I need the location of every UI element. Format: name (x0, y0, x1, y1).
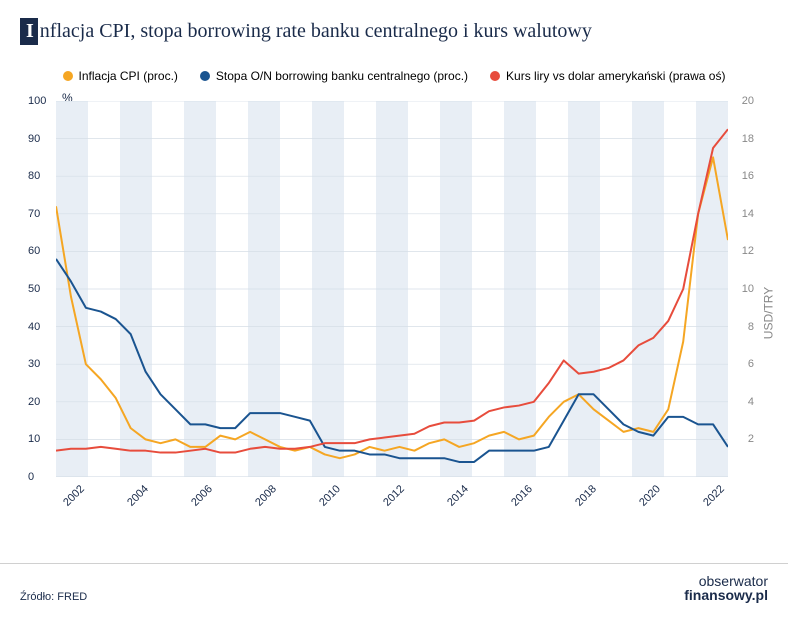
y-right-tick: 10 (742, 283, 754, 295)
y-right-tick: 14 (742, 208, 754, 220)
y-right-tick: 2 (748, 433, 754, 445)
legend-label: Kurs liry vs dolar amerykański (prawa oś… (506, 69, 725, 83)
y-left-tick: 90 (28, 133, 40, 145)
y-right-tick: 8 (748, 321, 754, 333)
y-right-tick: 16 (742, 170, 754, 182)
legend-label: Inflacja CPI (proc.) (79, 69, 178, 83)
legend-item-fx: Kurs liry vs dolar amerykański (prawa oś… (490, 69, 725, 83)
chart-container: I nflacja CPI, stopa borrowing rate bank… (0, 0, 788, 617)
brand: obserwator finansowy.pl (684, 574, 768, 603)
legend: Inflacja CPI (proc.) Stopa O/N borrowing… (0, 55, 788, 91)
y-left-tick: 80 (28, 170, 40, 182)
x-tick: 2002 (61, 483, 87, 509)
x-tick: 2014 (445, 483, 471, 509)
x-tick: 2008 (253, 483, 279, 509)
y-right-tick: 20 (742, 95, 754, 107)
legend-item-rate: Stopa O/N borrowing banku centralnego (p… (200, 69, 468, 83)
legend-dot (200, 71, 210, 81)
legend-dot (63, 71, 73, 81)
y-left-tick: 30 (28, 358, 40, 370)
y-left-tick: 40 (28, 321, 40, 333)
footer: Źródło: FRED obserwator finansowy.pl (0, 563, 788, 617)
source-label: Źródło: FRED (20, 591, 87, 603)
y-left-tick: 100 (28, 95, 46, 107)
x-tick: 2020 (637, 483, 663, 509)
chart: % USD/TRY 010203040506070809010024681012… (20, 91, 768, 521)
legend-label: Stopa O/N borrowing banku centralnego (p… (216, 69, 468, 83)
y-left-tick: 0 (28, 471, 34, 483)
x-tick: 2012 (381, 483, 407, 509)
y-right-tick: 12 (742, 245, 754, 257)
x-tick: 2018 (573, 483, 599, 509)
y-left-tick: 60 (28, 245, 40, 257)
y-left-tick: 50 (28, 283, 40, 295)
title-bar: I nflacja CPI, stopa borrowing rate bank… (0, 0, 788, 55)
title-text: nflacja CPI, stopa borrowing rate banku … (38, 18, 592, 43)
y-right-tick: 6 (748, 358, 754, 370)
x-tick: 2006 (189, 483, 215, 509)
y-left-tick: 20 (28, 396, 40, 408)
plot-area (56, 101, 728, 477)
y-right-tick: 4 (748, 396, 754, 408)
y-right-tick: 18 (742, 133, 754, 145)
x-tick: 2004 (125, 483, 151, 509)
legend-item-cpi: Inflacja CPI (proc.) (63, 69, 178, 83)
x-tick: 2010 (317, 483, 343, 509)
legend-dot (490, 71, 500, 81)
brand-bot: finansowy.pl (684, 588, 768, 603)
y-right-label: USD/TRY (761, 287, 775, 339)
y-left-tick: 70 (28, 208, 40, 220)
x-tick: 2016 (509, 483, 535, 509)
chart-svg (56, 101, 728, 477)
brand-top: obserwator (684, 574, 768, 589)
x-tick: 2022 (701, 483, 727, 509)
y-left-tick: 10 (28, 433, 40, 445)
title-initial: I (20, 18, 38, 45)
